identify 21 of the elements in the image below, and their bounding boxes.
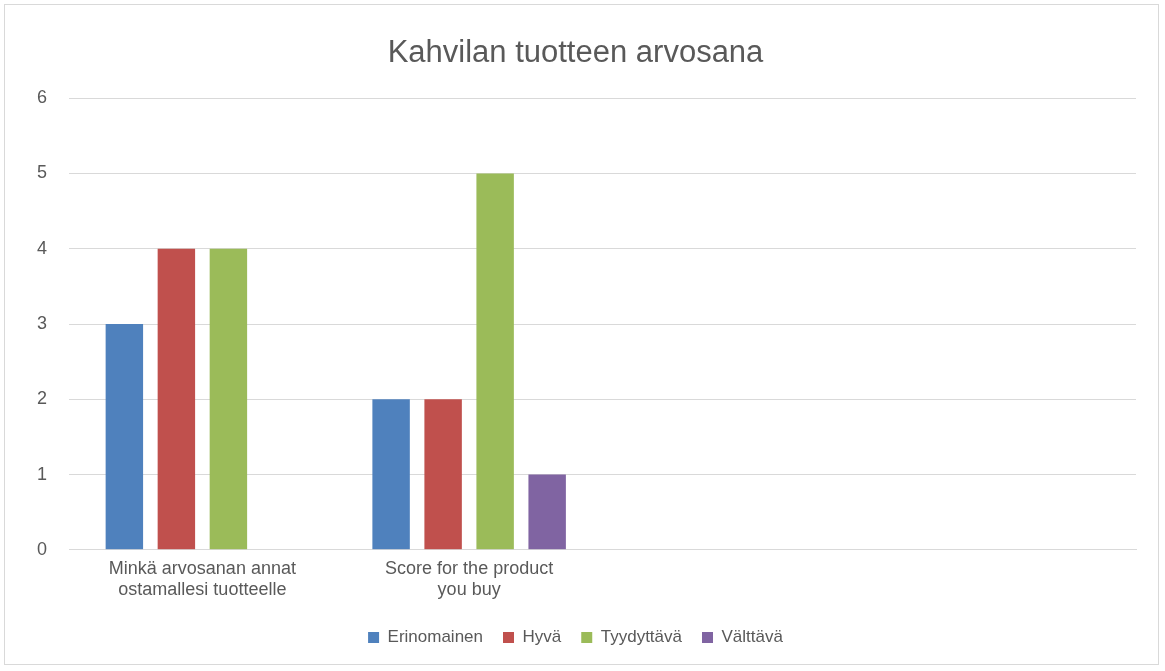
y-tick-label: 4 (37, 237, 48, 258)
bar (476, 173, 514, 550)
legend-label: Tyydyttävä (600, 627, 683, 647)
legend-label: Välttävä (721, 627, 784, 647)
bar (157, 248, 196, 550)
y-tick-label: 0 (37, 538, 48, 559)
legend-label: Hyvä (522, 627, 562, 647)
x-tick-label: Minkä arvosanan annat ostamallesi tuotteelle (108, 557, 296, 600)
bar (424, 399, 462, 550)
y-tick-label: 2 (37, 388, 48, 409)
bar (372, 399, 410, 550)
x-tick-label: Score for the product you buy (385, 557, 554, 600)
bar (209, 248, 248, 550)
y-tick-label: 5 (37, 162, 48, 183)
y-tick-label: 1 (37, 463, 48, 484)
legend-label: Erinomainen (387, 627, 484, 647)
bar (528, 474, 566, 550)
chart-title: Kahvilan tuotteen arvosana (387, 34, 765, 70)
bar (105, 324, 144, 550)
y-tick-label: 3 (37, 312, 48, 333)
y-tick-label: 6 (37, 87, 48, 108)
